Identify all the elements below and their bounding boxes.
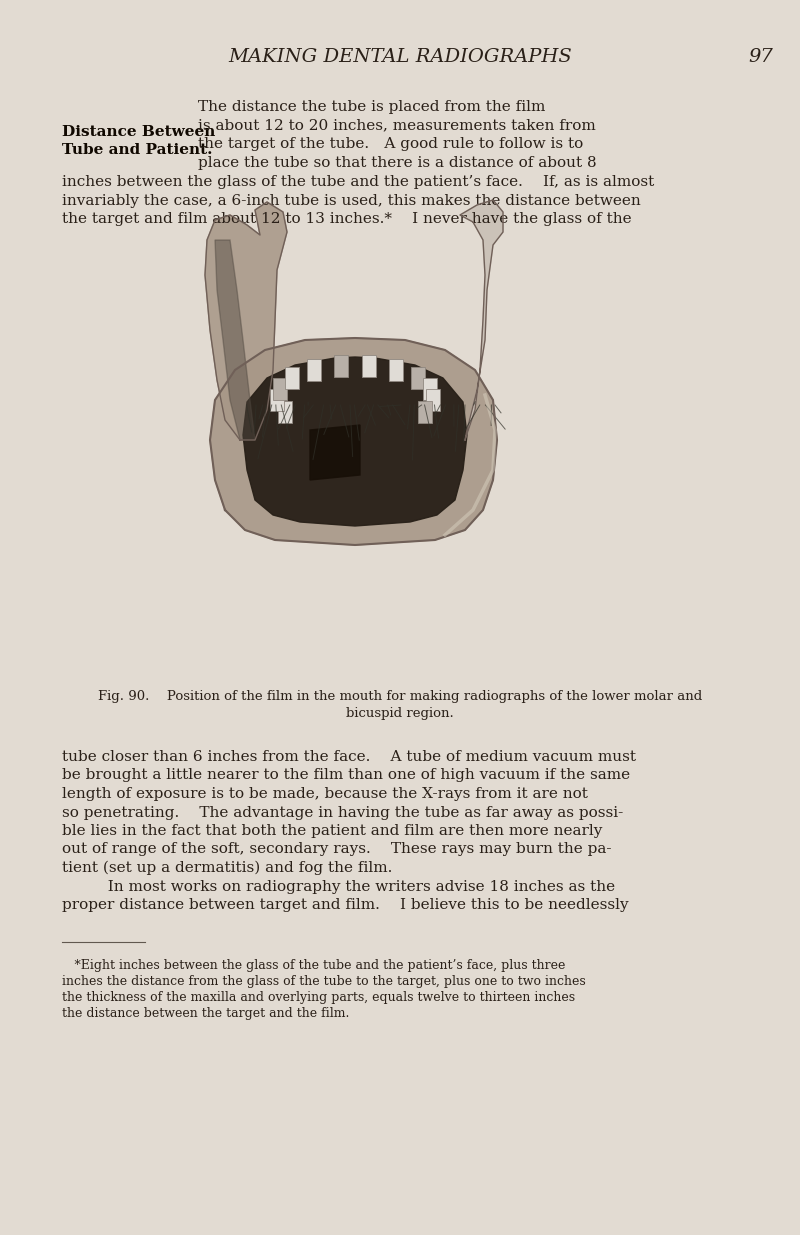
Text: tient (set up a dermatitis) and fog the film.: tient (set up a dermatitis) and fog the … (62, 861, 392, 876)
Bar (423, 378, 438, 400)
Bar (278, 401, 292, 422)
Bar (270, 389, 284, 411)
Polygon shape (205, 203, 287, 440)
Text: be brought a little nearer to the film than one of high vacuum if the same: be brought a little nearer to the film t… (62, 768, 630, 783)
Text: *Eight inches between the glass of the tube and the patient’s face, plus three: *Eight inches between the glass of the t… (62, 958, 566, 972)
Polygon shape (210, 338, 497, 545)
Text: so penetrating.  The advantage in having the tube as far away as possi-: so penetrating. The advantage in having … (62, 805, 623, 820)
Bar (273, 378, 286, 400)
Text: In most works on radiography the writers advise 18 inches as the: In most works on radiography the writers… (62, 879, 615, 893)
Text: the target of the tube. A good rule to follow is to: the target of the tube. A good rule to f… (198, 137, 583, 151)
Text: Tube and Patient.: Tube and Patient. (62, 143, 213, 157)
Polygon shape (243, 357, 467, 526)
Text: proper distance between target and film.  I believe this to be needlessly: proper distance between target and film.… (62, 898, 629, 911)
Bar (334, 354, 347, 377)
Polygon shape (310, 425, 360, 480)
Text: invariably the case, a 6-inch tube is used, this makes the distance between: invariably the case, a 6-inch tube is us… (62, 194, 641, 207)
Text: the thickness of the maxilla and overlying parts, equals twelve to thirteen inch: the thickness of the maxilla and overlyi… (62, 990, 575, 1004)
Bar (306, 359, 321, 380)
Text: the target and film about 12 to 13 inches.*  I never have the glass of the: the target and film about 12 to 13 inche… (62, 212, 632, 226)
Text: out of range of the soft, secondary rays.  These rays may burn the pa-: out of range of the soft, secondary rays… (62, 842, 611, 857)
Bar (410, 367, 425, 389)
Polygon shape (215, 240, 255, 440)
Text: ble lies in the fact that both the patient and film are then more nearly: ble lies in the fact that both the patie… (62, 824, 602, 839)
Bar (390, 359, 403, 380)
Text: the distance between the target and the film.: the distance between the target and the … (62, 1007, 350, 1020)
Text: The distance the tube is placed from the film: The distance the tube is placed from the… (198, 100, 546, 114)
Text: bicuspid region.: bicuspid region. (346, 706, 454, 720)
Text: MAKING DENTAL RADIOGRAPHS: MAKING DENTAL RADIOGRAPHS (228, 48, 572, 65)
Text: Distance Between: Distance Between (62, 125, 215, 140)
Bar (418, 401, 432, 422)
Bar (426, 389, 440, 411)
Text: is about 12 to 20 inches, measurements taken from: is about 12 to 20 inches, measurements t… (198, 119, 596, 132)
Bar (362, 354, 377, 377)
Polygon shape (460, 200, 503, 440)
Text: inches between the glass of the tube and the patient’s face.  If, as is almost: inches between the glass of the tube and… (62, 175, 654, 189)
Text: place the tube so that there is a distance of about 8: place the tube so that there is a distan… (198, 156, 597, 169)
Text: inches the distance from the glass of the tube to the target, plus one to two in: inches the distance from the glass of th… (62, 974, 586, 988)
Text: tube closer than 6 inches from the face.  A tube of medium vacuum must: tube closer than 6 inches from the face.… (62, 750, 636, 764)
Text: 97: 97 (748, 48, 773, 65)
Text: length of exposure is to be made, because the X-rays from it are not: length of exposure is to be made, becaus… (62, 787, 588, 802)
Bar (286, 367, 299, 389)
Text: Fig. 90.  Position of the film in the mouth for making radiographs of the lower : Fig. 90. Position of the film in the mou… (98, 690, 702, 703)
